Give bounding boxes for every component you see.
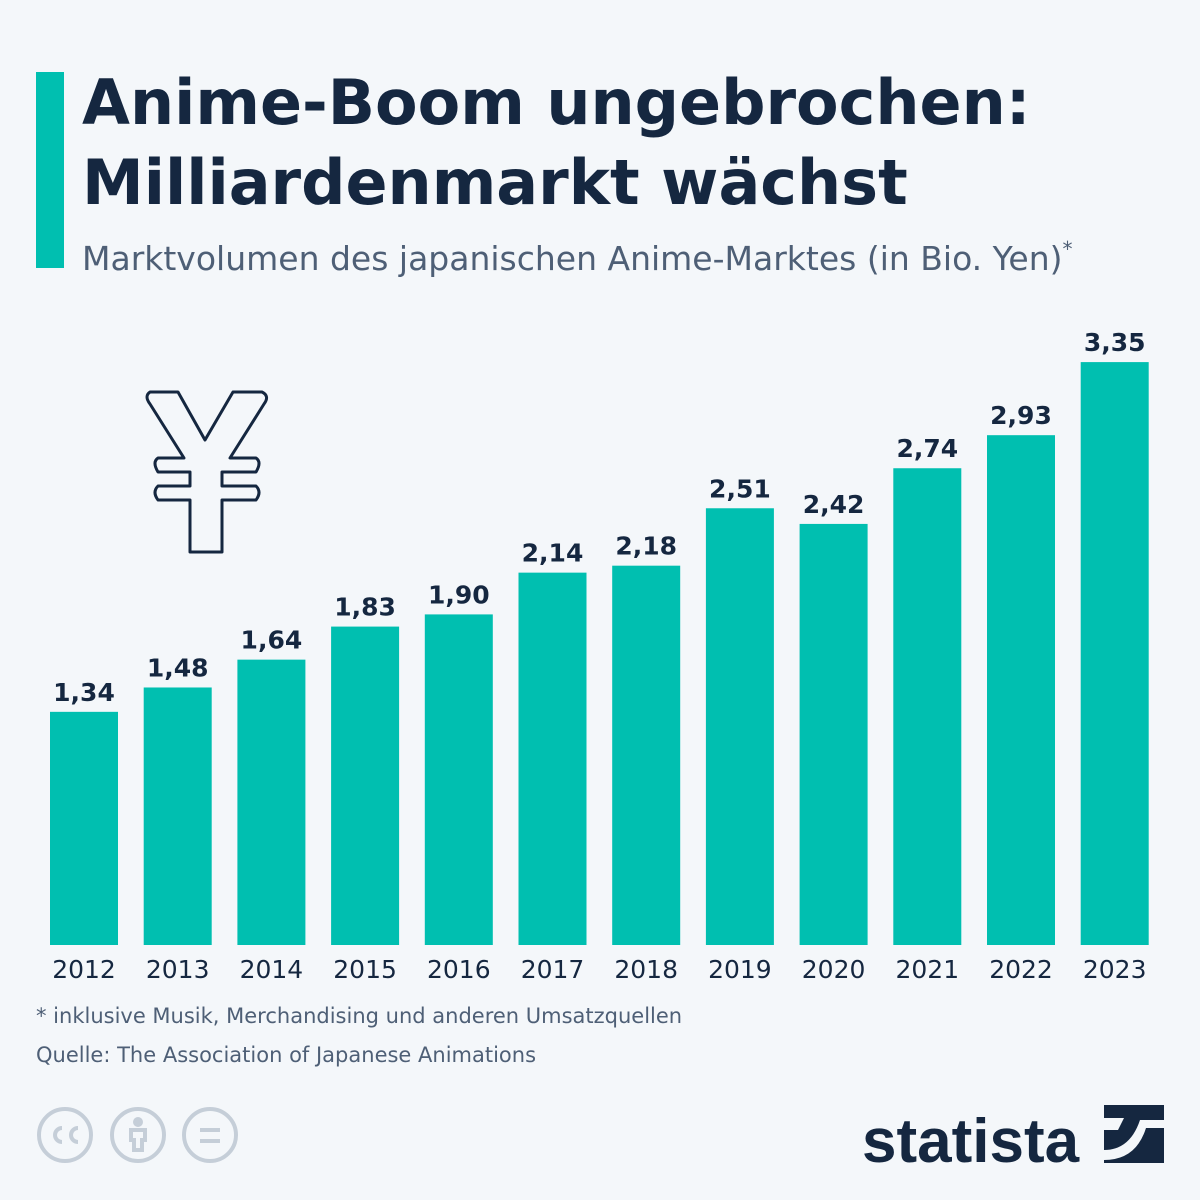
value-label: 2,14: [522, 539, 584, 568]
value-label: 2,18: [615, 532, 677, 561]
value-label: 1,83: [334, 593, 396, 622]
bar: [893, 468, 962, 945]
x-tick-label: 2019: [708, 955, 772, 984]
bar: [237, 659, 306, 945]
subtitle-note: *: [1063, 237, 1073, 261]
bar: [50, 711, 118, 945]
chart-subtitle: Marktvolumen des japanischen Anime-Markt…: [82, 237, 1073, 278]
value-label: 2,42: [803, 490, 865, 519]
x-tick-label: 2022: [989, 955, 1053, 984]
bar: [424, 614, 493, 945]
x-tick-label: 2023: [1083, 955, 1147, 984]
x-tick-label: 2017: [521, 955, 585, 984]
value-label: 1,90: [428, 580, 490, 609]
x-tick-label: 2013: [146, 955, 210, 984]
x-tick-label: 2018: [614, 955, 678, 984]
x-tick-label: 2012: [52, 955, 116, 984]
value-label: 1,64: [241, 626, 303, 655]
yen-icon: [145, 390, 269, 554]
bar: [705, 508, 774, 945]
bar: [518, 572, 587, 945]
accent-bar: [36, 72, 64, 268]
value-label: 2,74: [896, 434, 958, 463]
chart-title: Anime-Boom ungebrochen:: [82, 66, 1031, 139]
value-label: 1,34: [53, 678, 115, 707]
brand: statista: [862, 1107, 1080, 1176]
x-tick-label: 2015: [333, 955, 397, 984]
value-label: 2,93: [990, 401, 1052, 430]
x-tick-label: 2021: [895, 955, 959, 984]
brand-logo: [1104, 1105, 1164, 1163]
subtitle-text: Marktvolumen des japanischen Anime-Markt…: [82, 239, 1063, 278]
value-label: 2,51: [709, 474, 771, 503]
bar: [987, 435, 1055, 945]
bar: [1080, 362, 1149, 946]
x-tick-label: 2020: [802, 955, 866, 984]
bar: [799, 523, 868, 945]
footnote: * inklusive Musik, Merchandising und and…: [36, 1004, 682, 1028]
x-tick-label: 2016: [427, 955, 491, 984]
value-label: 3,35: [1084, 328, 1146, 357]
license-icons: [37, 1107, 238, 1163]
value-label: 1,48: [147, 653, 209, 682]
source: Quelle: The Association of Japanese Anim…: [36, 1043, 536, 1067]
bar: [612, 565, 681, 945]
chart-title: Milliardenmarkt wächst: [82, 146, 908, 219]
x-tick-label: 2014: [240, 955, 304, 984]
bar: [143, 687, 212, 945]
bar: [331, 626, 400, 945]
